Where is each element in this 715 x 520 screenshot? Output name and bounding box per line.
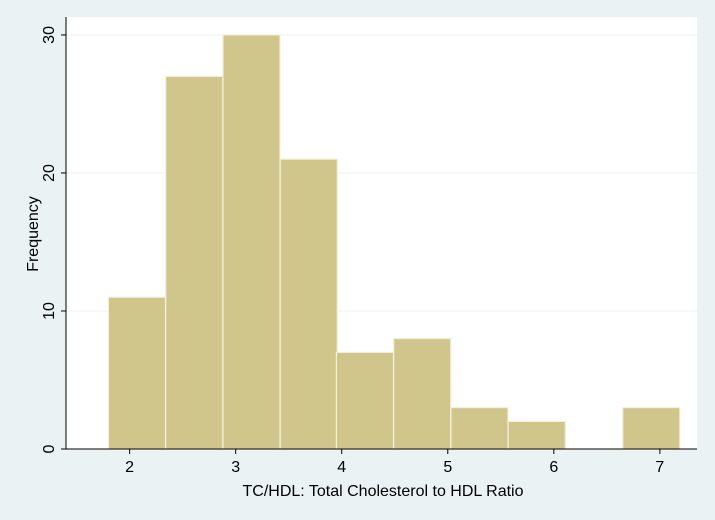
histogram-bar <box>335 351 395 450</box>
x-tick-label: 2 <box>125 459 134 476</box>
x-tick-label: 5 <box>443 459 452 476</box>
x-axis-ticks: 2 3 4 5 6 7 <box>125 449 664 476</box>
histogram-bar <box>507 420 566 450</box>
y-tick-label: 30 <box>41 26 58 44</box>
histogram-bar <box>107 296 167 450</box>
axes <box>65 17 697 450</box>
y-tick-label: 10 <box>41 302 58 320</box>
x-tick-label: 3 <box>231 459 240 476</box>
x-axis-label: TC/HDL: Total Cholesterol to HDL Ratio <box>243 483 524 500</box>
histogram-bar <box>165 75 224 450</box>
histogram-bar <box>393 337 452 450</box>
x-tick-label: 4 <box>337 459 346 476</box>
histogram-bar <box>279 158 338 450</box>
y-axis-label: Frequency <box>25 196 42 272</box>
x-tick-label: 6 <box>549 459 558 476</box>
x-tick-label: 7 <box>655 459 664 476</box>
histogram-bar <box>622 406 681 450</box>
y-tick-label: 20 <box>41 164 58 182</box>
y-axis-ticks: 0 10 20 30 <box>41 26 66 453</box>
histogram-bar <box>450 406 509 450</box>
bars <box>107 34 681 450</box>
histogram-bar <box>222 34 281 450</box>
y-tick-label: 0 <box>41 444 58 453</box>
